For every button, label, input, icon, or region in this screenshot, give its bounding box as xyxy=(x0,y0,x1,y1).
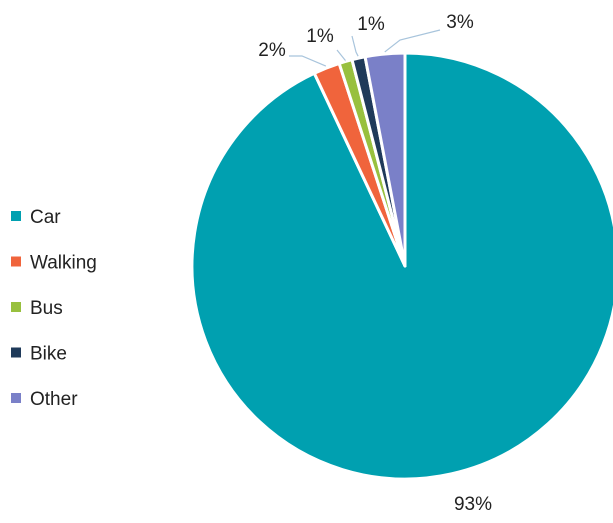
leader-line-other xyxy=(384,29,441,53)
data-label-walking: 2% xyxy=(258,40,286,61)
legend-label-walking: Walking xyxy=(30,253,97,274)
legend: Car Walking Bus Bike Other xyxy=(11,207,97,410)
pie-slice-other xyxy=(363,51,407,268)
data-label-car: 93% xyxy=(454,494,492,515)
legend-swatch-bus xyxy=(11,302,21,312)
data-labels: 93% 2% 1% 1% 3% xyxy=(258,12,492,515)
data-label-bus: 1% xyxy=(306,26,334,47)
legend-swatch-walking xyxy=(11,256,21,267)
pie-slices xyxy=(190,51,613,481)
leader-line-bus xyxy=(336,49,346,62)
legend-swatch-car xyxy=(11,211,21,221)
leader-line-bike xyxy=(351,35,359,57)
data-label-bike: 1% xyxy=(357,14,385,35)
legend-swatch-other xyxy=(11,393,21,403)
legend-label-bike: Bike xyxy=(30,344,67,365)
leader-lines xyxy=(289,29,441,67)
legend-swatch-bike xyxy=(11,347,21,358)
legend-label-other: Other xyxy=(30,389,78,410)
legend-label-car: Car xyxy=(30,207,61,228)
data-label-other: 3% xyxy=(446,12,474,33)
pie-slice-car xyxy=(190,51,613,481)
leader-line-walking xyxy=(289,55,327,67)
legend-label-bus: Bus xyxy=(30,298,63,319)
